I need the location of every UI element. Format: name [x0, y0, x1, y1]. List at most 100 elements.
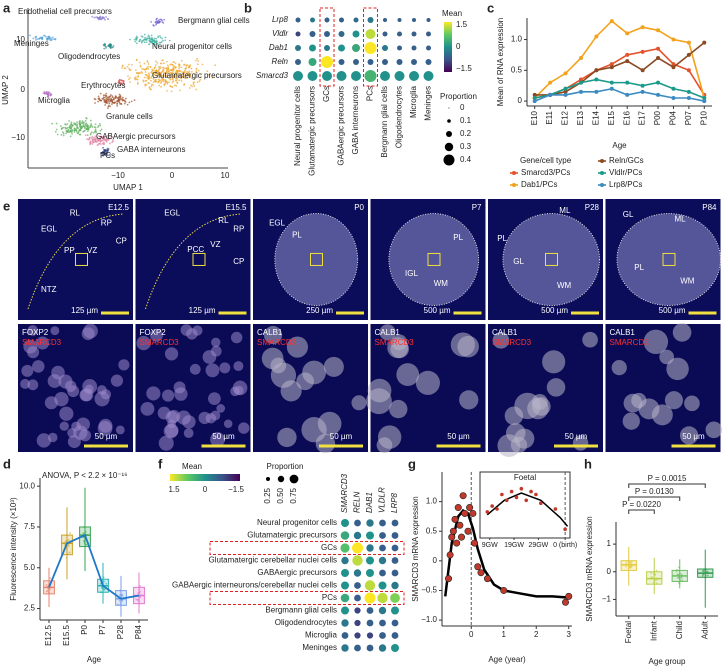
cell — [582, 331, 598, 348]
dot — [365, 29, 376, 39]
umap-cell — [64, 126, 67, 129]
umap-cell — [127, 78, 130, 81]
umap-cell — [103, 43, 106, 46]
cell — [23, 339, 38, 354]
point — [609, 62, 614, 67]
umap-cell — [65, 132, 68, 135]
jitter — [676, 573, 679, 576]
umap-cell — [164, 36, 167, 39]
umap-cell — [145, 41, 148, 44]
cell — [504, 406, 524, 426]
jitter — [702, 573, 705, 576]
jitter — [85, 543, 88, 546]
umap-cell — [97, 138, 99, 141]
region-label: PL — [497, 234, 507, 243]
umap-cell — [190, 67, 193, 70]
y-tick-label: 0 — [518, 96, 523, 105]
gene-label: Dab1 — [269, 43, 288, 52]
umap-cell — [138, 61, 141, 64]
umap-cell — [120, 82, 123, 85]
cell — [182, 415, 196, 429]
umap-cell — [36, 38, 39, 40]
jitter — [678, 581, 680, 584]
point — [457, 533, 465, 541]
region-label: PCC — [187, 245, 204, 254]
legend-swatch — [512, 183, 516, 187]
umap-cell — [85, 117, 87, 119]
cell-type-label: Glutamatergic cerebellar nuclei cells — [209, 556, 338, 565]
point — [561, 598, 569, 606]
cell — [59, 421, 69, 431]
size-label: 0.3 — [460, 142, 472, 151]
cell-type-label: PCs — [322, 593, 337, 602]
umap-cell — [154, 66, 157, 69]
umap-cell — [142, 39, 145, 42]
umap-cell — [73, 131, 76, 133]
umap-cell — [166, 60, 168, 63]
umap-cell — [165, 67, 168, 69]
umap-cell — [118, 80, 120, 83]
umap-cell — [62, 134, 65, 137]
umap-cell — [143, 33, 146, 36]
dot — [354, 607, 361, 614]
cell — [150, 328, 163, 342]
umap-cell — [189, 84, 192, 87]
cell — [65, 380, 77, 392]
stage-label: E15.5 — [226, 203, 247, 212]
cell — [391, 334, 408, 351]
point — [563, 71, 568, 76]
point — [640, 49, 645, 54]
scale-label: 50 µm — [447, 432, 470, 441]
point — [594, 77, 599, 82]
cluster-label: Erythrocytes — [81, 81, 125, 90]
umap-cell — [169, 69, 172, 72]
umap-cell — [149, 40, 151, 43]
trend-line — [48, 533, 140, 600]
umap-cell — [173, 66, 176, 68]
x-tick-label: E12 — [561, 110, 570, 125]
jitter — [630, 561, 633, 563]
umap-cell — [110, 103, 113, 105]
gene-label: Vldlr — [272, 29, 288, 38]
umap-cell — [86, 123, 88, 126]
umap-cell — [159, 18, 162, 21]
umap-cell — [152, 84, 154, 86]
dot — [366, 607, 374, 614]
umap-cell — [169, 73, 172, 76]
umap-cell — [142, 68, 145, 71]
dot — [366, 632, 374, 639]
umap-cell — [179, 89, 181, 92]
umap-cell — [207, 73, 210, 76]
dot — [366, 644, 374, 652]
umap-cell — [195, 70, 197, 73]
umap-cell — [86, 130, 89, 133]
y-tick-label: 1.0 — [511, 35, 523, 44]
umap-cell — [167, 66, 170, 68]
region-label: VZ — [210, 240, 220, 249]
umap-cell — [60, 127, 63, 130]
dot — [295, 59, 301, 65]
umap-cell — [172, 74, 175, 77]
dot — [380, 71, 390, 81]
point — [470, 539, 478, 547]
umap-cell — [87, 127, 90, 130]
umap-cell — [109, 142, 111, 145]
umap-cell — [62, 132, 65, 135]
legend-swatch — [600, 171, 604, 175]
dot — [352, 542, 363, 554]
cluster-label: Meninges — [14, 39, 49, 48]
cell-type-label: Meninges — [302, 643, 337, 652]
umap-cell — [150, 77, 153, 79]
umap-cell — [90, 131, 93, 134]
x-tick-label: P04 — [669, 110, 678, 125]
umap-cell — [201, 63, 204, 66]
umap-cell — [47, 96, 50, 98]
umap-cell — [135, 35, 138, 38]
cell-type-label: Bergmann glial cells — [265, 606, 337, 615]
point — [529, 489, 533, 494]
umap-cell — [180, 73, 183, 76]
dot — [338, 59, 345, 65]
y-tick-label: −1.0 — [421, 615, 437, 624]
dot — [324, 17, 330, 23]
umap-cell — [100, 128, 103, 131]
